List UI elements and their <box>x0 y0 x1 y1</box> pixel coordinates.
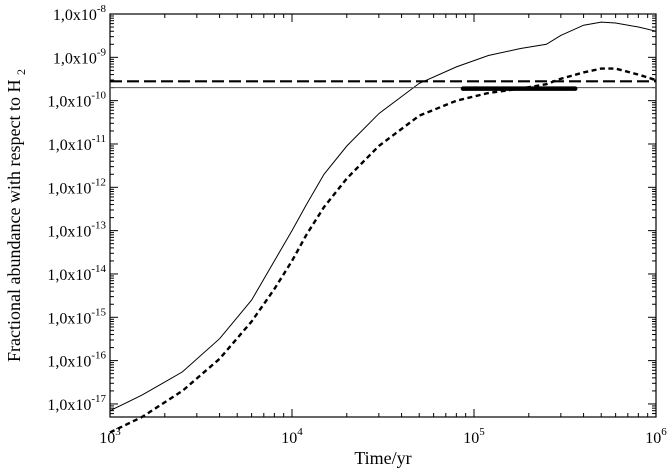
y-tick-label: 1,0x10-11 <box>48 133 106 154</box>
x-tick-label: 104 <box>281 426 303 447</box>
tick-labels: 103 104 105 106 1,0x10-8 1,0x10-9 1,0x10-10 1,0… <box>47 3 667 447</box>
series-line-1-solid-thin <box>109 21 657 412</box>
y-tick-label: 1,0x10-10 <box>47 90 106 111</box>
x-tick-label: 105 <box>463 426 485 447</box>
x-tick-label: 106 <box>645 426 667 447</box>
y-axis-label-main: Fractional abundance with respect to H <box>4 80 24 362</box>
y-tick-label: 1,0x10-17 <box>47 393 106 414</box>
x-axis-label: Time/yr <box>354 448 411 468</box>
y-tick-label: 1,0x10-14 <box>47 263 106 284</box>
y-tick-label: 1,0x10-15 <box>47 306 106 327</box>
y-tick-label: 1,0x10-16 <box>47 350 106 371</box>
x-tick-label: 103 <box>99 426 121 447</box>
y-tick-label: 1,0x10-12 <box>47 176 106 197</box>
plot-frame <box>109 13 657 418</box>
y-axis-label-subscript: 2 <box>14 69 28 75</box>
y-axis-label: Fractional abundance with respect to H 2 <box>4 69 28 362</box>
y-tick-label: 1,0x10-13 <box>47 220 106 241</box>
y-tick-label: 1,0x10-9 <box>53 46 107 67</box>
series-layer <box>109 21 657 434</box>
axes <box>109 13 657 418</box>
series-line-2-dotted-thick <box>109 67 657 434</box>
y-tick-label: 1,0x10-8 <box>53 3 107 24</box>
